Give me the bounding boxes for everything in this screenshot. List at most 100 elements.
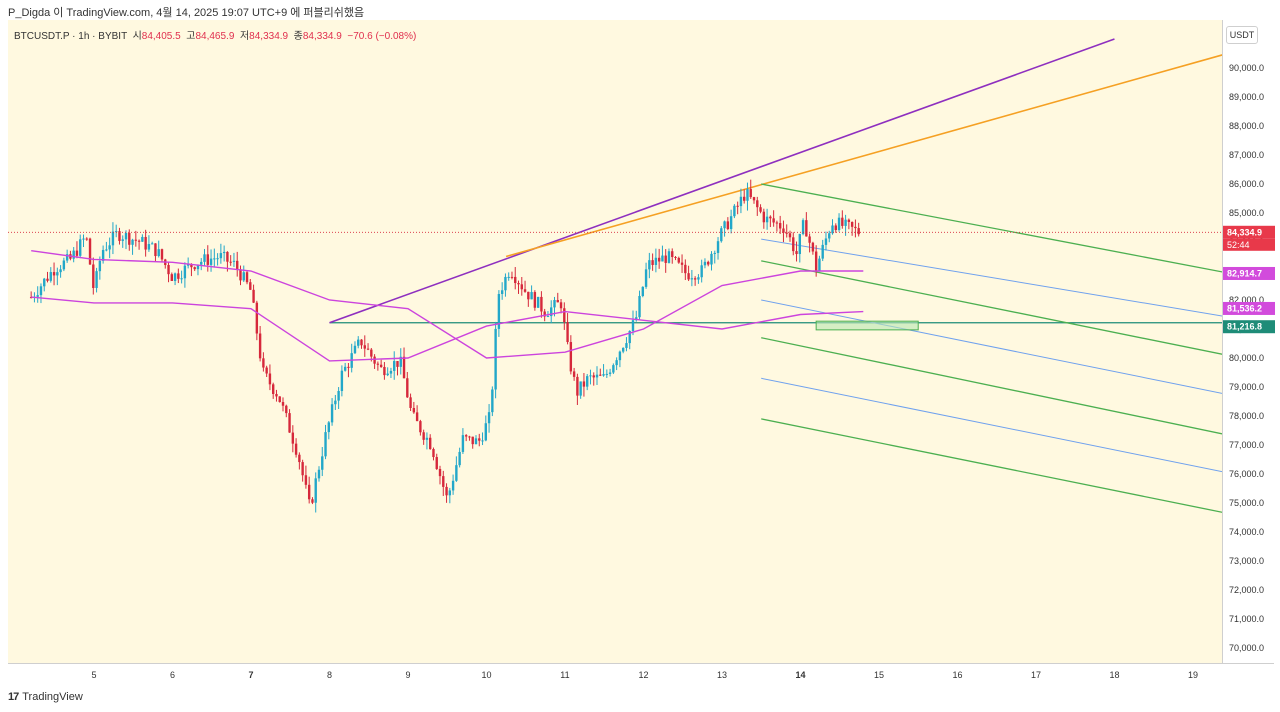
candle-down <box>170 274 174 281</box>
candle-down <box>857 228 860 235</box>
candle-down <box>772 218 775 223</box>
legend-high-label: 고 <box>186 31 196 42</box>
candle-down <box>402 356 406 379</box>
candle-up <box>697 277 700 280</box>
last-price-badge: 84,334.9 <box>1227 227 1262 237</box>
moving-average-2 <box>31 296 864 362</box>
price-tick-label: 90,000.0 <box>1229 63 1264 73</box>
candle-down <box>75 250 79 256</box>
candle-up <box>59 269 62 273</box>
candle-up <box>798 234 802 255</box>
candle-up <box>628 331 631 344</box>
candle-down <box>569 342 573 372</box>
candle-down <box>788 233 792 238</box>
candle-down <box>749 189 752 198</box>
candle-down <box>527 291 530 300</box>
candle-down <box>445 486 448 496</box>
candle-down <box>671 251 674 257</box>
candle-up <box>844 219 847 226</box>
legend-high: 84,465.9 <box>195 31 235 42</box>
time-tick-label: 14 <box>795 670 805 680</box>
time-tick-label: 12 <box>638 670 648 680</box>
candle-up <box>579 381 582 396</box>
candle-down <box>236 260 239 270</box>
purple-trend-line <box>329 38 1115 324</box>
candle-up <box>56 272 59 276</box>
candle-down <box>118 231 121 241</box>
candle-up <box>700 265 703 278</box>
time-axis-svg[interactable]: 5 6 7 8 9 10 11 12 13 14 15 16 17 18 19 <box>8 664 1274 686</box>
candle-up <box>553 300 556 308</box>
candle-up <box>183 265 187 279</box>
candle-down <box>785 232 788 234</box>
candle-down <box>278 396 281 403</box>
candle-down <box>752 197 756 201</box>
candle-up <box>831 225 834 234</box>
time-axis[interactable]: 5 6 7 8 9 10 11 12 13 14 15 16 17 18 19 <box>8 663 1274 686</box>
orange-trend-line <box>505 54 1222 258</box>
price-axis-svg[interactable]: 90,000.0 89,000.0 88,000.0 87,000.0 86,000.0… <box>1223 20 1275 663</box>
candle-down <box>301 462 304 476</box>
candle-up <box>546 316 550 318</box>
candle-up <box>213 258 216 260</box>
price-tick-label: 78,000.0 <box>1229 411 1264 421</box>
candle-down <box>360 339 363 346</box>
candle-down <box>563 308 566 323</box>
candle-up <box>357 339 360 346</box>
candle-down <box>726 221 730 230</box>
candle-up <box>818 258 821 272</box>
candle-down <box>707 261 710 265</box>
price-tick-label: 70,000.0 <box>1229 643 1264 653</box>
candle-down <box>249 282 252 290</box>
candle-down <box>566 322 569 343</box>
candle-down <box>478 438 481 441</box>
chart-pane[interactable]: BTCUSDT.P · 1h · BYBIT 시84,405.5 고84,465… <box>8 20 1222 663</box>
candle-down <box>370 349 373 357</box>
support-zone-box <box>815 320 919 331</box>
chart-svg[interactable] <box>8 20 1222 663</box>
candle-up <box>703 261 707 266</box>
candle-up <box>661 255 664 262</box>
candle-up <box>43 278 46 287</box>
candle-up <box>536 296 540 308</box>
candle-down <box>46 278 49 281</box>
candle-up <box>324 432 327 457</box>
candle-up <box>98 260 102 272</box>
symbol-legend: BTCUSDT.P · 1h · BYBIT 시84,405.5 고84,465… <box>14 27 416 42</box>
candle-up <box>82 238 85 240</box>
time-tick-label: 15 <box>874 670 884 680</box>
candle-up <box>232 260 236 262</box>
time-tick-label: 19 <box>1188 670 1198 680</box>
candle-down <box>258 333 262 359</box>
candle-down <box>742 196 746 201</box>
tradingview-logo-icon: 17 <box>8 691 19 703</box>
candle-up <box>219 253 223 259</box>
candle-up <box>209 258 213 265</box>
candle-up <box>602 374 605 376</box>
candle-up <box>196 264 200 270</box>
price-axis[interactable]: 90,000.0 89,000.0 88,000.0 87,000.0 86,000.0… <box>1222 20 1275 663</box>
candle-up <box>648 260 651 270</box>
candle-up <box>550 307 553 317</box>
legend-symbol: BTCUSDT.P · 1h · BYBIT <box>14 31 127 42</box>
candle-up <box>340 370 344 392</box>
candle-down <box>128 233 131 245</box>
candle-up <box>399 356 402 367</box>
legend-open-label: 시 <box>132 31 142 42</box>
candle-up <box>739 196 743 207</box>
candle-up <box>353 345 357 354</box>
countdown-badge: 52:44 <box>1227 240 1250 250</box>
legend-close: 84,334.9 <box>302 31 342 42</box>
candle-down <box>811 242 815 252</box>
candle-down <box>687 273 690 280</box>
candle-down <box>599 374 602 376</box>
candle-up <box>474 438 478 445</box>
candle-up <box>618 351 622 361</box>
candle-down <box>252 289 255 303</box>
currency-unit-button[interactable]: USDT <box>1226 26 1258 44</box>
candle-up <box>621 347 625 352</box>
candle-up <box>222 251 226 254</box>
time-tick-label: 9 <box>405 670 410 680</box>
hline-badge-bg <box>1223 320 1275 334</box>
candle-up <box>638 295 641 318</box>
